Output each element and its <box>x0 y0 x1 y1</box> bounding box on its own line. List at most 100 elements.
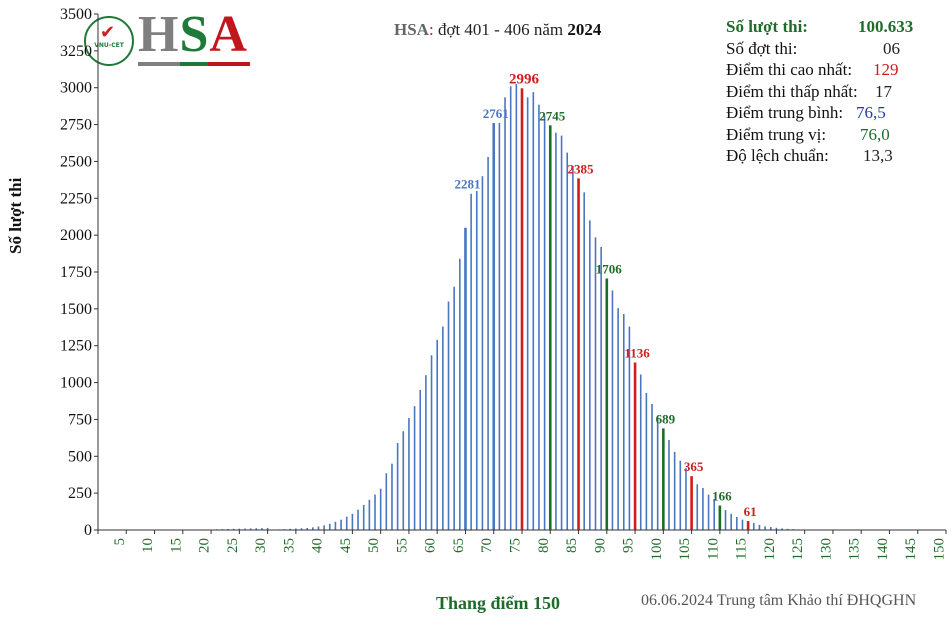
histogram-bar <box>651 403 653 530</box>
y-tick-label: 1000 <box>60 375 92 392</box>
title-middle: đợt 401 - 406 năm <box>433 20 568 39</box>
x-tick-label: 10 <box>140 538 156 553</box>
y-tick-label: 500 <box>68 448 92 465</box>
bar-value-label: 689 <box>656 411 676 426</box>
histogram-bar <box>656 415 659 530</box>
x-tick-label: 30 <box>253 538 269 553</box>
x-tick-label: 55 <box>394 538 410 553</box>
footer-source: 06.06.2024 Trung tâm Khảo thí ĐHQGHN <box>641 592 917 609</box>
histogram-bar <box>244 528 246 530</box>
y-tick-label: 2000 <box>60 227 92 244</box>
histogram-bar <box>425 375 427 530</box>
histogram-bar <box>526 97 529 530</box>
histogram-bar <box>487 157 489 530</box>
x-tick-label: 135 <box>847 538 863 561</box>
histogram-bar <box>589 220 591 530</box>
histogram-bar <box>736 517 738 530</box>
histogram-bar <box>379 488 382 530</box>
histogram-bar <box>255 528 258 530</box>
histogram-bar <box>475 190 478 530</box>
x-tick-label: 5 <box>112 538 128 546</box>
x-tick-label: 120 <box>762 538 778 561</box>
histogram-bar <box>340 519 342 530</box>
stat-value: 76,5 <box>856 103 886 122</box>
logo-underline-red <box>208 62 250 66</box>
histogram-bar <box>718 505 722 530</box>
histogram-bar <box>543 115 546 531</box>
x-tick-label: 125 <box>790 538 806 561</box>
histogram-bar <box>679 460 682 530</box>
stat-row: Điểm trung bình: 76,5 <box>726 102 946 124</box>
y-tick-label: 2250 <box>60 190 92 207</box>
histogram-bar <box>470 193 472 530</box>
histogram-bar <box>696 484 699 530</box>
x-tick-label: 70 <box>479 538 495 553</box>
histogram-bar <box>555 132 557 530</box>
y-tick-label: 1250 <box>60 338 92 355</box>
histogram-bar <box>702 487 704 530</box>
x-tick-label: 35 <box>281 538 297 553</box>
histogram-bar <box>617 308 619 530</box>
histogram-bar <box>351 513 354 530</box>
x-tick-label: 150 <box>932 538 948 561</box>
stat-value: 17 <box>875 81 892 101</box>
histogram-bar <box>430 355 433 530</box>
histogram-bar <box>769 527 772 530</box>
y-tick-label: 2750 <box>60 117 92 134</box>
stat-label: Điểm thi cao nhất: <box>726 60 853 79</box>
histogram-bar <box>357 509 359 530</box>
histogram-bar <box>520 88 524 530</box>
histogram-bar <box>594 237 597 530</box>
stat-value: 76,0 <box>860 124 890 144</box>
bar-value-label: 61 <box>744 504 757 519</box>
histogram-bar <box>374 494 376 530</box>
stat-label: Điểm trung bình: <box>726 103 844 122</box>
logo-letter-h: H <box>138 6 180 63</box>
stat-value: 129 <box>873 60 899 79</box>
histogram-bar <box>548 125 552 531</box>
histogram-bar <box>419 389 422 530</box>
bar-value-label: 2761 <box>483 106 509 121</box>
x-tick-label: 80 <box>536 538 552 553</box>
logo-emblem: ✔ VNU-CET <box>84 16 134 66</box>
histogram-bar <box>577 178 580 530</box>
stat-value: 13,3 <box>863 146 893 165</box>
histogram-bar <box>786 528 789 530</box>
y-tick-label: 250 <box>68 485 92 502</box>
y-tick-label: 0 <box>84 522 92 539</box>
bar-value-label: 2281 <box>454 177 480 192</box>
x-tick-label: 50 <box>366 538 382 553</box>
histogram-bar <box>633 362 637 530</box>
logo-underline-green <box>180 62 208 66</box>
x-tick-label: 65 <box>451 538 467 553</box>
x-tick-label: 140 <box>875 538 891 561</box>
histogram-bar <box>396 443 399 530</box>
bar-value-label: 1136 <box>624 346 650 361</box>
bar-value-label: 2745 <box>539 108 566 123</box>
histogram-bar <box>464 227 467 530</box>
stat-row: Điểm thi thấp nhất: 17 <box>726 81 946 103</box>
histogram-bar <box>312 527 314 530</box>
stat-label: Điểm thi thấp nhất: <box>726 81 858 101</box>
histogram-bar <box>334 521 337 530</box>
histogram-bar <box>317 526 320 530</box>
title-colon: : <box>428 20 434 39</box>
x-tick-label: 145 <box>903 538 919 561</box>
bar-value-label: 2996 <box>509 71 540 87</box>
histogram-bar <box>362 504 365 530</box>
histogram-bar <box>238 528 241 530</box>
histogram-bar <box>232 528 235 530</box>
y-tick-label: 1500 <box>60 301 92 318</box>
histogram-bar <box>368 499 371 530</box>
x-tick-label: 25 <box>225 538 241 553</box>
logo-badge-text: VNU-CET <box>94 42 124 49</box>
x-tick-label: 45 <box>338 538 354 553</box>
x-tick-label: 85 <box>564 538 580 553</box>
x-tick-label: 105 <box>677 538 693 561</box>
bar-value-label: 166 <box>712 489 732 504</box>
histogram-bar <box>713 499 716 530</box>
histogram-bar <box>289 528 292 530</box>
logo-wordmark: HSA <box>138 6 248 64</box>
